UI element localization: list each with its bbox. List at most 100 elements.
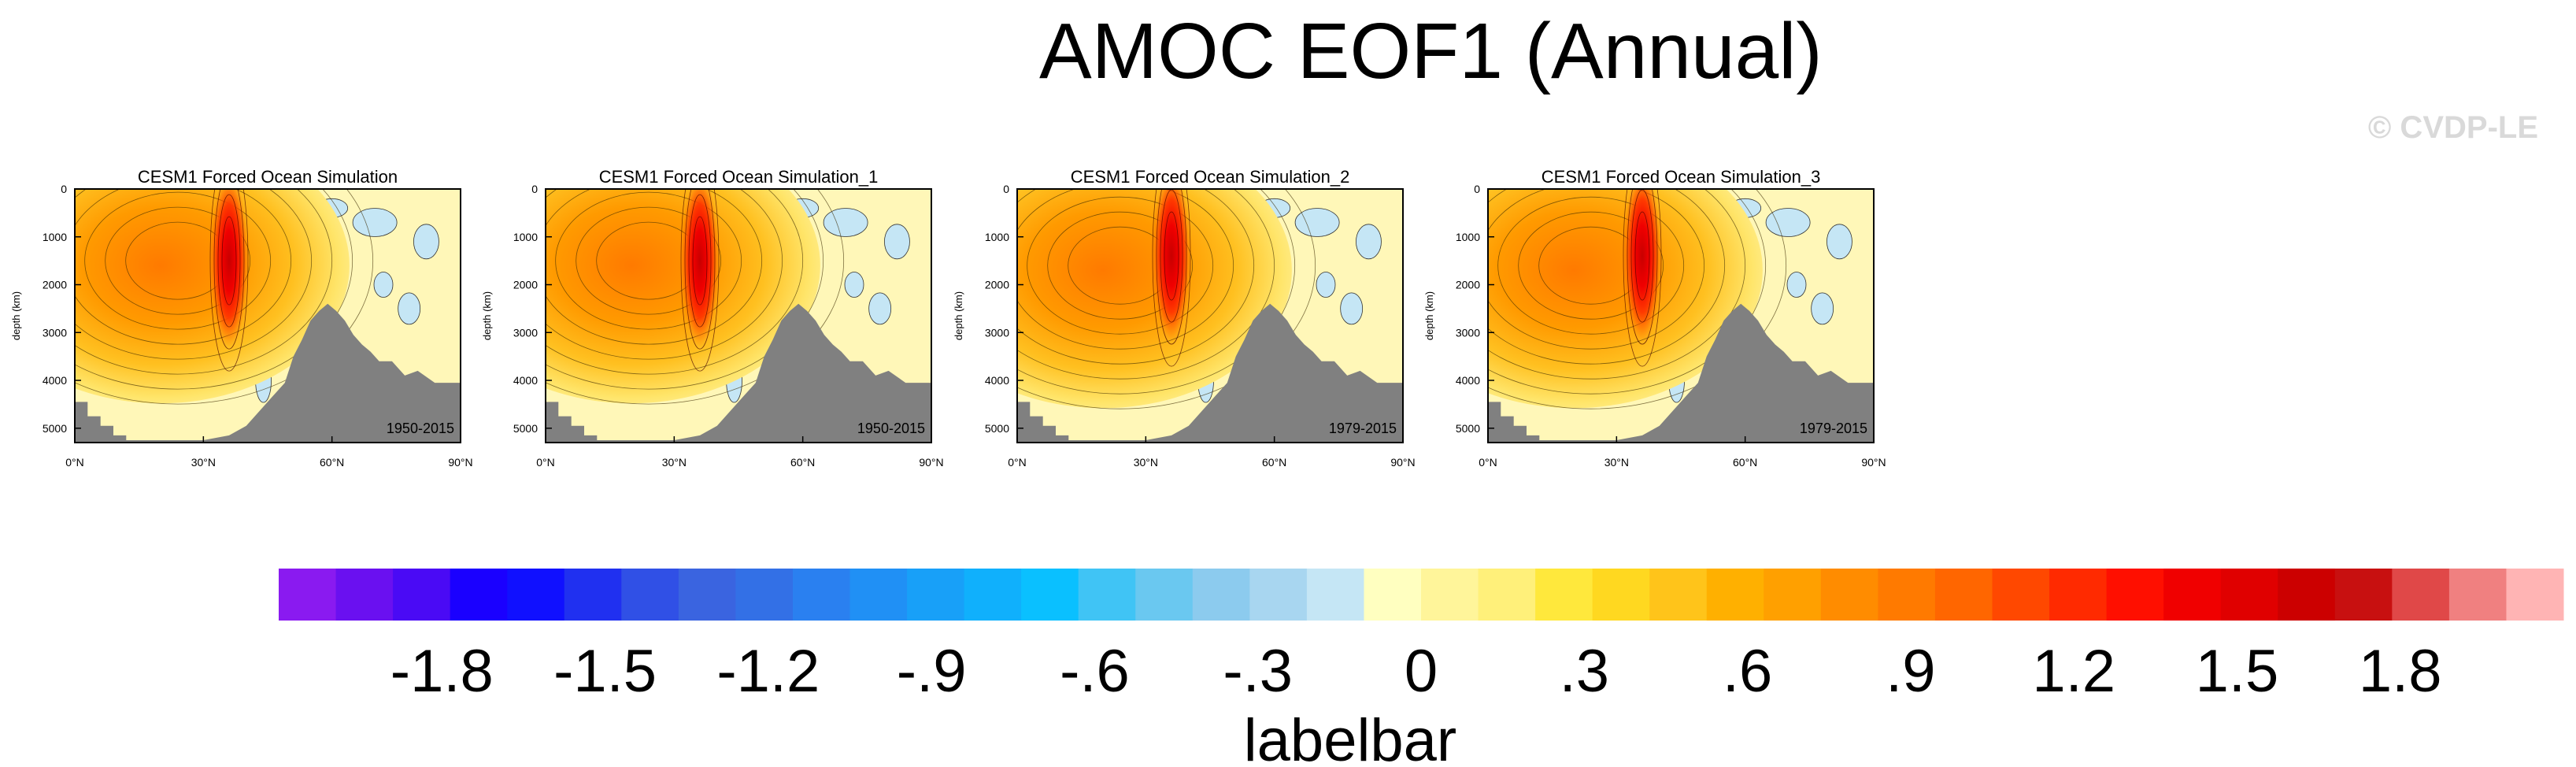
colorbar-box (2220, 569, 2278, 621)
plot-frame (1016, 188, 1404, 443)
land-mask (1488, 303, 1874, 443)
negative-patch (398, 292, 421, 325)
colorbar-box (1078, 569, 1136, 621)
colorbar-tick-label: 0 (1405, 638, 1438, 705)
colorbar-box (735, 569, 794, 621)
y-tick-label: 4000 (1456, 374, 1480, 387)
y-tick-label: 3000 (985, 326, 1009, 339)
panel-title: CESM1 Forced Ocean Simulation (138, 167, 398, 187)
contour-line (1488, 189, 1705, 350)
colorbar-box (621, 569, 679, 621)
negative-patch (1316, 272, 1336, 298)
negative-patch (868, 292, 892, 325)
negative-patch (1811, 292, 1834, 325)
contour-line (213, 189, 245, 350)
contour-line (1017, 189, 1295, 395)
colorbar-box (1021, 569, 1079, 621)
y-axis-label: depth (km) (1423, 291, 1435, 340)
y-tick-label: 3000 (513, 326, 538, 339)
negative-patch (373, 272, 394, 298)
panel-3: CESM1 Forced Ocean Simulation_2 1979-2015… (953, 167, 1416, 469)
land-mask (546, 303, 931, 443)
negative-patch (1786, 272, 1807, 298)
negative-patch (1765, 208, 1811, 237)
colorbar-box (1992, 569, 2050, 621)
contour-line (1017, 189, 1275, 380)
contour-line (546, 189, 783, 360)
y-axis-label: depth (km) (953, 291, 964, 340)
negative-patch (823, 208, 868, 237)
contour-line (209, 189, 249, 372)
negative-patch (352, 208, 398, 237)
colorbar-box (279, 569, 337, 621)
main-title: AMOC EOF1 (Annual) (1039, 7, 1823, 95)
colorbar-box (792, 569, 850, 621)
colorbar-label: labelbar (1244, 707, 1456, 767)
colorbar-tick-label: -.6 (1060, 638, 1130, 705)
y-tick-label: 5000 (43, 422, 67, 435)
negative-patch (1827, 224, 1852, 260)
colorbar-box (1249, 569, 1308, 621)
colorbar-box (507, 569, 565, 621)
negative-patch (844, 272, 864, 298)
colorbar-tick-label: 1.8 (2359, 638, 2442, 705)
x-tick-label: 60°N (1733, 456, 1757, 469)
x-tick-label: 60°N (790, 456, 815, 469)
land-mask (75, 303, 461, 443)
contour-line (1497, 196, 1685, 335)
y-tick-label: 5000 (1456, 422, 1480, 435)
contour-line (75, 189, 373, 405)
contour-line (217, 194, 241, 328)
core-maximum (207, 189, 251, 372)
y-tick-label: 0 (1474, 183, 1480, 195)
y-tick-label: 4000 (43, 374, 67, 387)
contour-line (688, 194, 712, 328)
overturning-field (1017, 189, 1403, 443)
colorbar-box (678, 569, 736, 621)
panel-title: CESM1 Forced Ocean Simulation_3 (1542, 167, 1821, 187)
colorbar-tick-label: -.9 (897, 638, 967, 705)
contour-line (1164, 211, 1179, 301)
negative-patch (884, 224, 910, 260)
contour-line (1156, 189, 1187, 345)
y-tick-label: 4000 (985, 374, 1009, 387)
contour-line (546, 189, 844, 405)
panel-1: CESM1 Forced Ocean Simulation 1950-2015 0 1… (10, 167, 473, 469)
contour-line (555, 191, 742, 330)
colorbar-box (1878, 569, 1936, 621)
watermark: © CVDP-LE (2367, 110, 2538, 145)
negative-patch (1294, 208, 1340, 237)
period-label: 1979-2015 (1800, 421, 1867, 436)
colorbar-box (907, 569, 965, 621)
panel-2: CESM1 Forced Ocean Simulation_1 1950-2015… (481, 167, 944, 469)
contour-line (1488, 189, 1746, 380)
contour-line (75, 189, 333, 375)
y-tick-label: 1000 (1456, 231, 1480, 243)
y-tick-label: 0 (61, 183, 67, 195)
colorbar-tick-label: .6 (1723, 638, 1772, 705)
contour-line (1017, 189, 1316, 409)
period-label: 1979-2015 (1329, 421, 1397, 436)
colorbar-box (2506, 569, 2564, 621)
colorbar-box (1820, 569, 1878, 621)
colorbar-box (2163, 569, 2222, 621)
x-tick-label: 0°N (1008, 456, 1027, 469)
colorbar-box (1592, 569, 1650, 621)
panel-4: CESM1 Forced Ocean Simulation_3 1979-2015… (1423, 167, 1886, 469)
contour-line (1488, 189, 1726, 365)
colorbar-box (849, 569, 908, 621)
panel-title: CESM1 Forced Ocean Simulation_2 (1071, 167, 1350, 187)
colorbar-box (1535, 569, 1593, 621)
plot-frame (1487, 188, 1875, 443)
contour-line (75, 189, 292, 345)
y-tick-label: 2000 (43, 279, 67, 291)
contour-line (75, 189, 353, 390)
y-tick-label: 1000 (513, 231, 538, 243)
x-tick-label: 90°N (919, 456, 943, 469)
x-tick-label: 30°N (662, 456, 687, 469)
negative-patch (1356, 224, 1382, 260)
x-tick-label: 0°N (536, 456, 555, 469)
contour-line (546, 189, 763, 345)
contour-line (75, 189, 313, 360)
